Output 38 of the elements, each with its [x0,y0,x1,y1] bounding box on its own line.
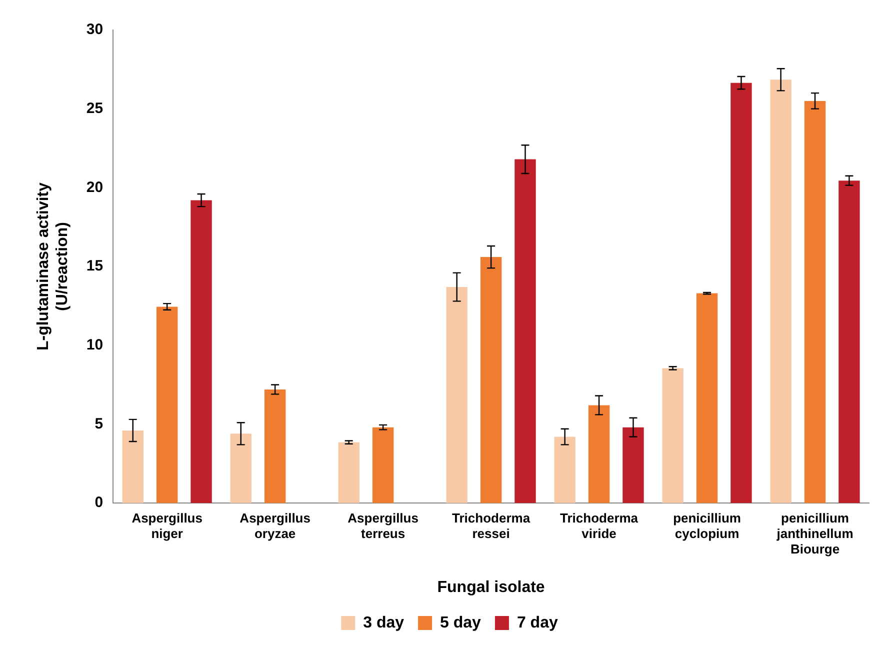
x-tick-label: Trichoderma viride [560,510,639,541]
x-tick-label: Aspergillus niger [132,510,202,541]
x-axis-title: Fungal isolate [437,578,545,596]
bar [514,159,536,503]
bar [554,436,576,503]
legend-label: 3 day [363,614,404,632]
y-tick-label: 15 [86,258,104,275]
bar [730,82,752,503]
bar [338,442,360,503]
legend-label: 5 day [440,614,482,632]
y-tick-label: 30 [86,21,104,38]
bar [230,434,252,503]
y-axis-title: L-glutaminase activity (U/reaction) [35,182,72,351]
bar [122,430,144,503]
bar [622,427,644,503]
y-tick-label: 25 [86,100,104,117]
bar [804,100,826,503]
x-tick-label: Aspergillus terreus [348,510,418,541]
bar [838,180,860,503]
bar [662,368,684,503]
bar [156,306,178,503]
y-tick-label: 10 [86,336,104,354]
bar [372,427,394,503]
y-tick-label: 0 [94,494,104,512]
y-tick-label: 20 [86,178,104,196]
bar [480,257,502,503]
bar [770,80,792,503]
legend-label: 7 day [516,614,558,632]
bar [190,200,212,503]
bar [446,286,468,503]
x-tick-label: penicillium janthinellum Biourge [776,510,854,557]
y-tick-label: 5 [94,415,104,432]
x-tick-label: Aspergillus oryzae [240,510,310,541]
bar [264,389,286,503]
x-tick-label: penicillium cyclopium [673,510,741,541]
bar [588,405,610,503]
x-tick-label: Trichoderma ressei [452,510,531,541]
bar [696,293,718,503]
